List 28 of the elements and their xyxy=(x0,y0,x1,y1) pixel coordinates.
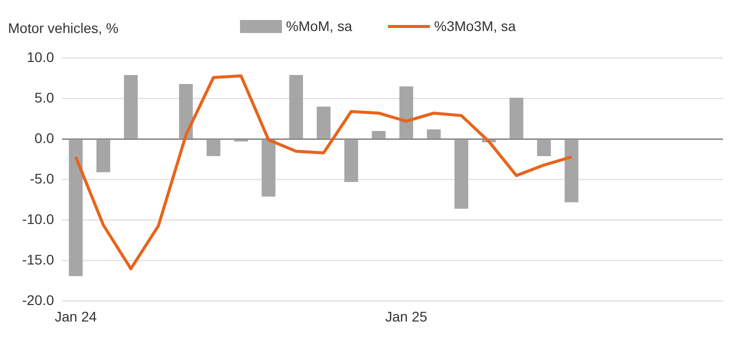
y-tick-label: -15.0 xyxy=(22,252,54,268)
bar xyxy=(426,129,441,138)
y-tick-label: 10.0 xyxy=(26,48,54,65)
y-tick-label: 5.0 xyxy=(34,89,54,106)
bar xyxy=(179,84,193,138)
bar xyxy=(564,140,578,202)
bar xyxy=(510,98,524,138)
x-tick-label: Jan 24 xyxy=(54,308,97,324)
bar xyxy=(289,75,303,138)
bar xyxy=(206,140,220,156)
bar xyxy=(262,140,276,197)
y-tick-label: -20.0 xyxy=(22,292,54,308)
x-tick-label: Jan 25 xyxy=(385,308,428,324)
bar xyxy=(124,75,138,138)
bar xyxy=(344,140,358,182)
bar xyxy=(96,140,110,172)
bar xyxy=(372,130,386,138)
bar xyxy=(316,106,331,138)
legend-label: %MoM, sa xyxy=(286,18,352,34)
y-tick-label: -10.0 xyxy=(22,210,54,227)
bar xyxy=(399,86,414,138)
bar xyxy=(454,140,468,209)
legend-label: %3Mo3M, sa xyxy=(434,18,516,34)
y-axis-title: Motor vehicles, % xyxy=(8,20,118,36)
bar xyxy=(68,140,83,276)
y-tick-label: 0.0 xyxy=(34,130,54,146)
y-tick-label: -5.0 xyxy=(30,170,54,186)
bar xyxy=(537,140,551,156)
